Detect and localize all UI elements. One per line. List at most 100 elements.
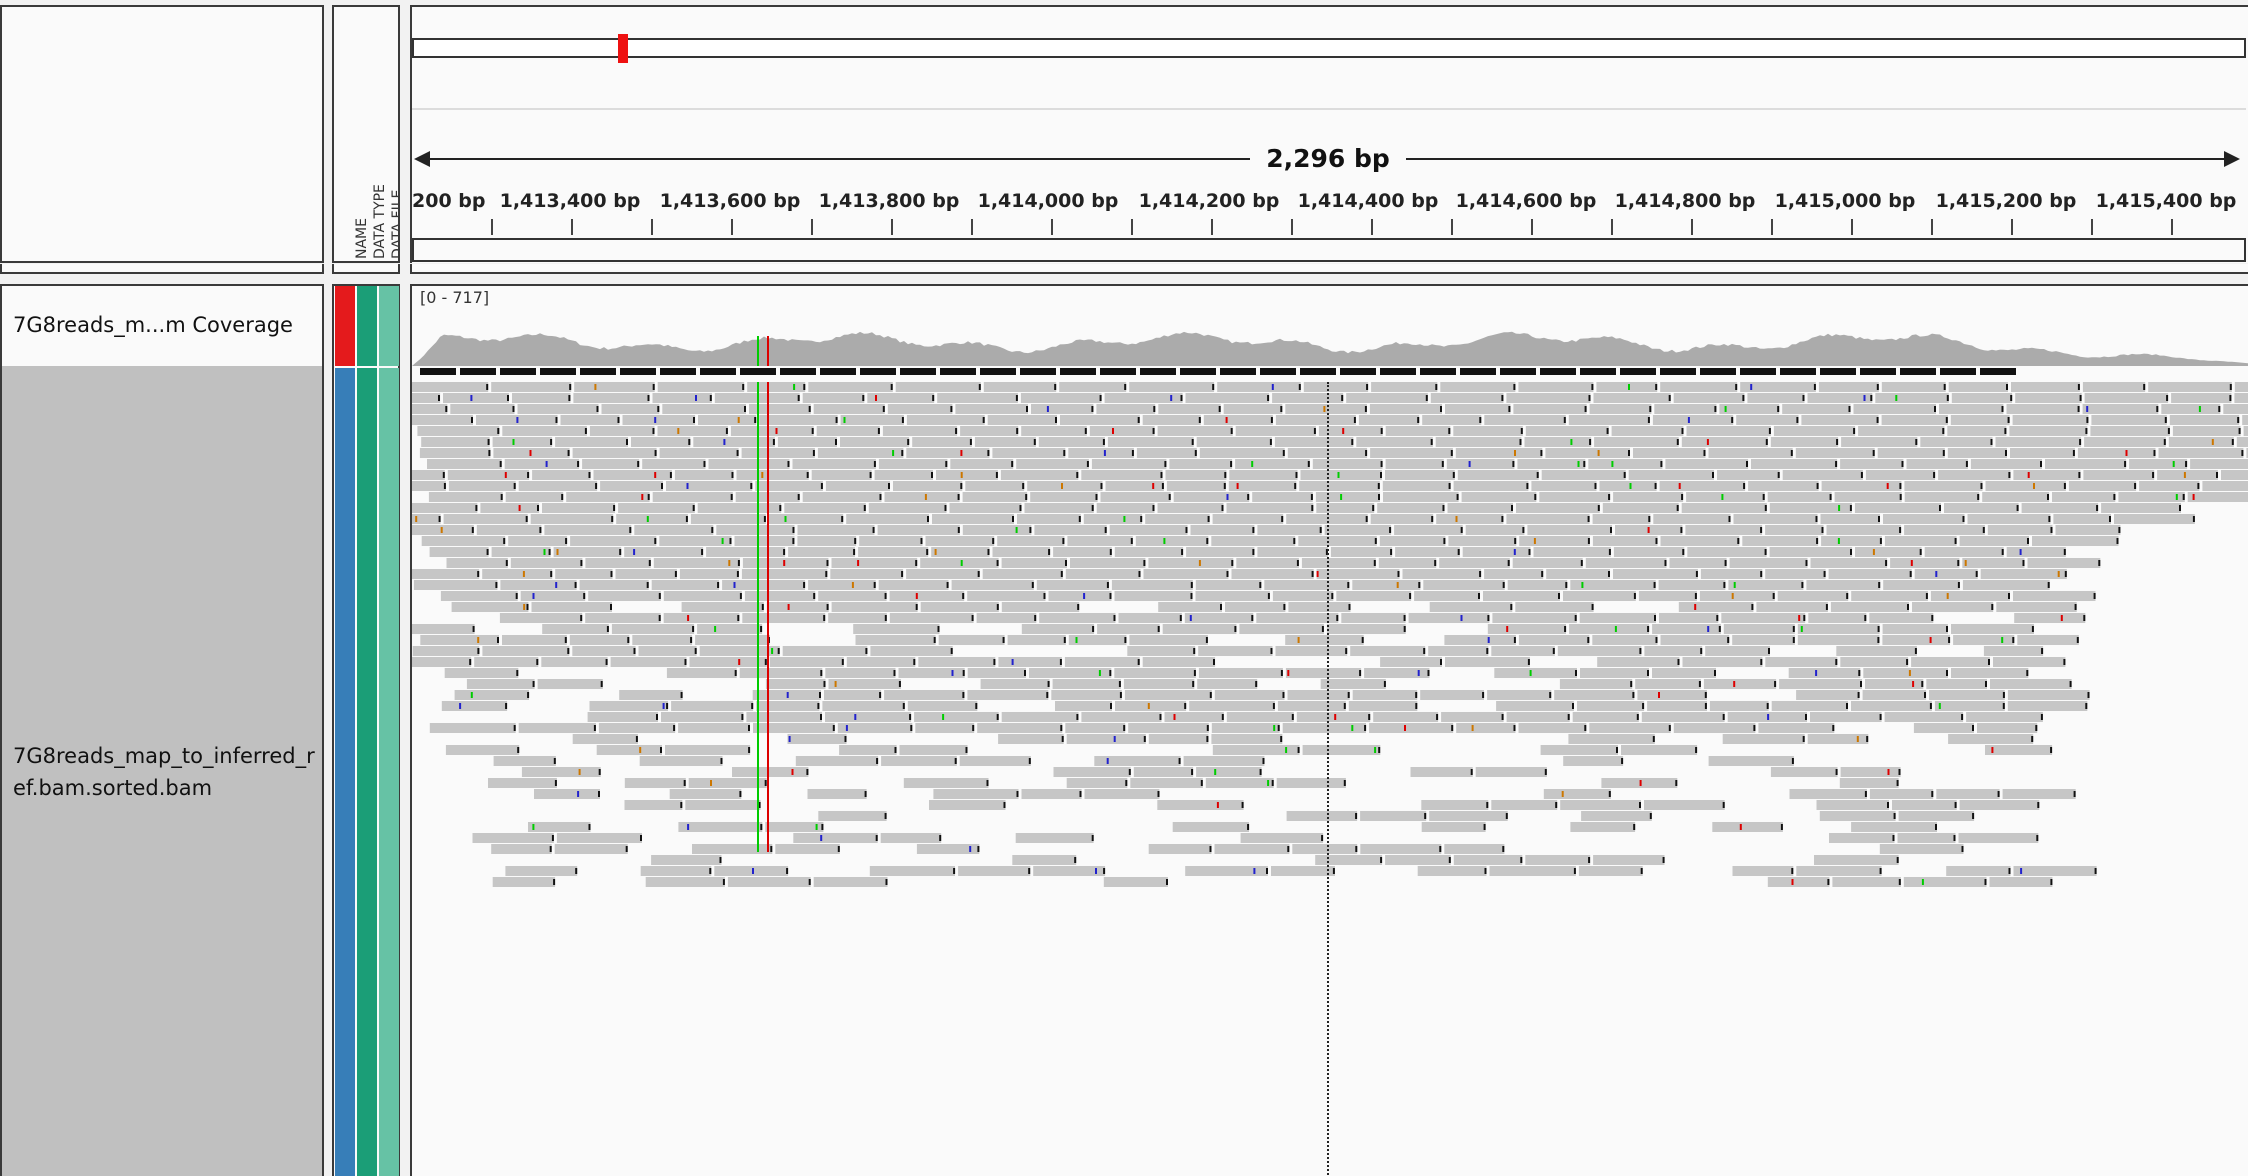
aligned-read — [1021, 789, 1082, 799]
read-edge-mark — [2002, 692, 2005, 698]
mismatch-base — [1471, 725, 1474, 731]
aligned-read — [1748, 481, 1819, 491]
aligned-read — [949, 503, 1022, 513]
mismatch-base — [815, 824, 818, 830]
aligned-read — [1796, 866, 1882, 876]
mismatch-base — [1253, 868, 1256, 874]
read-edge-mark — [2096, 505, 2099, 511]
read-edge-mark — [750, 483, 753, 489]
mismatch-base — [1750, 384, 1753, 390]
read-edge-mark — [1353, 417, 1356, 423]
aligned-read — [601, 404, 660, 414]
read-edge-mark — [1584, 725, 1587, 731]
aligned-read — [1951, 668, 2029, 678]
ruler-tick-mark — [891, 219, 893, 235]
aligned-read — [1593, 855, 1665, 865]
aligned-read — [1983, 646, 2044, 656]
aligned-read — [1589, 404, 1652, 414]
alignment-track[interactable] — [412, 382, 2248, 1176]
mismatch-base — [654, 472, 657, 478]
aligned-read — [2161, 404, 2221, 414]
read-edge-mark — [779, 505, 782, 511]
read-edge-mark — [1178, 758, 1181, 764]
aligned-read — [1275, 415, 1356, 425]
mismatch-base — [1514, 450, 1516, 456]
ruler-tick-label: 1,415,000 bp — [1774, 190, 1916, 212]
aligned-read — [1658, 580, 1726, 590]
aligned-read — [1531, 481, 1597, 491]
read-edge-mark — [1743, 483, 1746, 489]
read-edge-mark — [1252, 527, 1255, 533]
aligned-read — [566, 492, 650, 502]
aligned-read — [610, 657, 687, 667]
alignment-track-name-row[interactable]: 7G8reads_map_to_inferred_r ef.bam.sorted… — [2, 366, 322, 1176]
annotation-segment — [1500, 368, 1536, 375]
aligned-read — [662, 404, 746, 414]
aligned-read — [1515, 602, 1594, 612]
read-edge-mark — [1091, 835, 1094, 841]
coverage-track-name-row[interactable]: 7G8reads_m...m Coverage — [2, 286, 322, 366]
aligned-read — [1341, 613, 1406, 623]
alignment-attr-datafile[interactable] — [379, 368, 399, 1176]
aligned-read — [1114, 547, 1184, 557]
read-edge-mark — [640, 835, 642, 841]
attribute-name-header[interactable]: NAME — [354, 218, 370, 259]
aligned-read — [1638, 591, 1697, 601]
aligned-read — [634, 525, 714, 535]
aligned-read — [412, 404, 448, 414]
alignment-attr-name[interactable] — [335, 368, 355, 1176]
read-edge-mark — [2185, 461, 2188, 467]
read-edge-mark — [1802, 736, 1805, 742]
alignment-attr-datatype[interactable] — [357, 368, 377, 1176]
aligned-read — [1190, 525, 1255, 535]
attribute-datatype-header[interactable]: DATA TYPE — [372, 184, 388, 259]
aligned-read — [619, 690, 683, 700]
read-edge-mark — [826, 604, 829, 610]
coverage-attr-name[interactable] — [335, 286, 355, 366]
aligned-read — [782, 646, 868, 656]
read-edge-mark — [837, 846, 840, 852]
aligned-read — [412, 393, 441, 403]
aligned-read — [1379, 536, 1446, 546]
read-edge-mark — [1247, 824, 1250, 830]
chromosome-ideogram[interactable] — [412, 38, 2246, 58]
read-edge-mark — [600, 681, 603, 687]
read-edge-mark — [1380, 428, 1383, 434]
read-edge-mark — [555, 417, 558, 423]
coverage-track[interactable] — [412, 286, 2248, 366]
read-edge-mark — [786, 868, 789, 874]
aligned-read — [2021, 503, 2099, 513]
aligned-read — [1299, 481, 1380, 491]
read-edge-mark — [1712, 472, 1714, 478]
aligned-read — [1569, 624, 1650, 634]
aligned-read — [1765, 569, 1826, 579]
coverage-mismatch-bar — [757, 336, 759, 366]
aligned-read — [925, 536, 995, 546]
aligned-read — [1958, 833, 2039, 843]
mismatch-base — [1678, 483, 1681, 489]
gene-annotation-track[interactable] — [412, 366, 2248, 378]
aligned-read — [765, 679, 826, 689]
aligned-read — [2168, 437, 2234, 447]
current-region-marker[interactable] — [618, 34, 628, 63]
read-edge-mark — [1954, 538, 1957, 544]
aligned-read — [744, 591, 816, 601]
aligned-read — [1369, 723, 1454, 733]
aligned-read — [2101, 503, 2181, 513]
aligned-read — [492, 437, 553, 447]
aligned-read — [2007, 701, 2088, 711]
read-edge-mark — [1703, 450, 1706, 456]
read-edge-mark — [658, 615, 661, 621]
read-edge-mark — [826, 560, 829, 566]
read-edge-mark — [1982, 527, 1985, 533]
read-edge-mark — [1364, 406, 1367, 412]
aligned-read — [1252, 492, 1313, 502]
coverage-attr-datatype[interactable] — [357, 286, 377, 366]
coverage-attr-datafile[interactable] — [379, 286, 399, 366]
aligned-read — [2010, 448, 2075, 458]
read-edge-mark — [1823, 571, 1826, 577]
data-panel[interactable]: [0 - 717] — [410, 284, 2248, 1176]
mismatch-base — [1225, 417, 1228, 423]
attribute-datafile-header[interactable]: DATA FILE — [390, 189, 400, 259]
aligned-read — [1494, 668, 1577, 678]
